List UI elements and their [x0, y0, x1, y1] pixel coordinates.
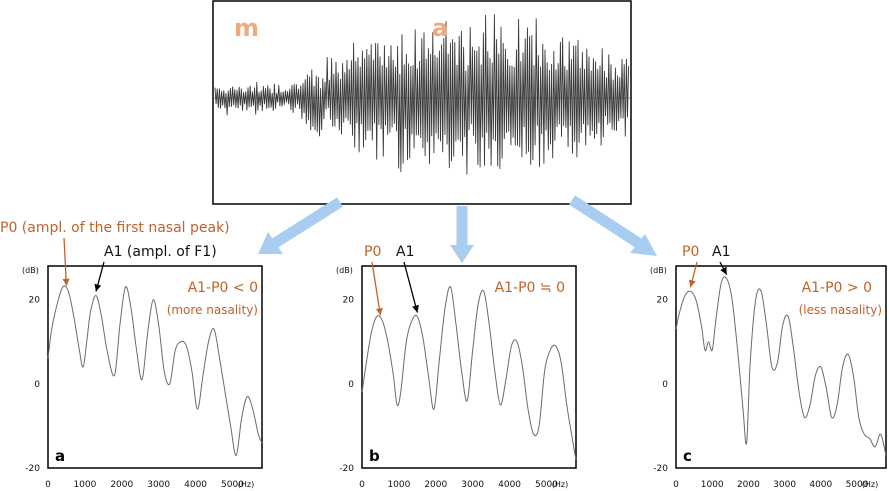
spectrum-line	[47, 285, 263, 456]
waveform-trace	[214, 14, 630, 175]
x-tick-label: 4000	[809, 480, 832, 490]
nasality-note: (more nasality)	[167, 303, 258, 317]
panel-label: a	[55, 447, 65, 465]
relation-label: A1-P0 > 0	[802, 280, 872, 296]
plot-frame	[361, 265, 577, 469]
a1-arrow	[719, 261, 728, 275]
nasality-note: (less nasality)	[799, 303, 882, 317]
x-tick-label: 0	[673, 480, 679, 490]
spectrum-panel-c: (dB) 20 0 -20 0 1000 2000 3000 4000 5000(Hz) c P0 A1…	[650, 244, 887, 490]
relation-label: A1-P0 < 0	[188, 280, 258, 296]
a1-arrow	[94, 261, 105, 292]
plot-frame	[47, 265, 263, 469]
y-tick-label: -20	[653, 464, 668, 474]
x-tick-label: 4000	[184, 480, 207, 490]
x-axis-unit: (Hz)	[552, 480, 568, 489]
x-tick-label: 2000	[424, 480, 447, 490]
y-tick-label: 20	[343, 296, 355, 306]
panel-label: b	[369, 447, 380, 465]
x-tick-label: 5000	[846, 480, 869, 490]
waveform-label-m: m	[234, 14, 259, 42]
p0-label: P0 (ampl. of the first nasal peak)	[0, 220, 230, 236]
arrow-to-panel-b	[450, 206, 474, 263]
x-tick-label: 2000	[737, 480, 760, 490]
a1-arrow	[403, 261, 419, 313]
y-tick-label: 0	[348, 380, 354, 390]
x-tick-label: 5000	[535, 480, 558, 490]
y-tick-label: -20	[339, 464, 354, 474]
x-tick-label: 2000	[110, 480, 133, 490]
waveform-label-a: a	[432, 14, 448, 42]
spectrum-panel-a: (dB) 20 0 -20 0 1000 2000 3000 4000 5000(Hz) a P0 (…	[0, 220, 263, 490]
y-tick-label: 20	[29, 296, 41, 306]
a1-label: A1	[712, 244, 730, 260]
y-tick-label: 20	[657, 296, 669, 306]
y-tick-label: 0	[662, 380, 668, 390]
x-tick-label: 1000	[73, 480, 96, 490]
x-axis-unit: (Hz)	[238, 480, 254, 489]
x-tick-label: 3000	[461, 480, 484, 490]
x-tick-label: 5000	[221, 480, 244, 490]
p0-arrow	[371, 261, 383, 316]
x-axis-unit: (Hz)	[862, 480, 878, 489]
p0-label: P0	[682, 244, 699, 260]
arrow-to-panel-a	[258, 197, 343, 254]
plot-frame	[675, 265, 887, 469]
x-tick-label: 4000	[498, 480, 521, 490]
a1-label: A1	[396, 244, 414, 260]
x-tick-label: 0	[45, 480, 51, 490]
y-tick-label: -20	[25, 464, 40, 474]
p0-arrow	[62, 237, 70, 286]
a1-label: A1 (ampl. of F1)	[104, 244, 217, 260]
spectrum-panel-b: (dB) 20 0 -20 0 1000 2000 3000 4000 5000(Hz) b P0 A1…	[336, 244, 577, 490]
x-tick-label: 3000	[147, 480, 170, 490]
waveform-panel: m a	[212, 0, 632, 205]
x-tick-label: 0	[359, 480, 365, 490]
p0-arrow	[688, 261, 698, 288]
spectrum-line	[675, 276, 887, 456]
x-tick-label: 1000	[701, 480, 724, 490]
y-axis-unit: (dB)	[650, 266, 667, 275]
y-axis-unit: (dB)	[22, 266, 39, 275]
p0-label: P0	[364, 244, 381, 260]
x-tick-label: 1000	[387, 480, 410, 490]
arrow-to-panel-c	[569, 195, 657, 256]
blue-arrows	[258, 195, 657, 263]
y-axis-unit: (dB)	[336, 266, 353, 275]
spectrum-panels: (dB)200-200 1000 2000 3000 4000 5000(Hz)aP0 (…	[0, 220, 887, 490]
relation-label: A1-P0 ≒ 0	[495, 280, 565, 296]
y-tick-label: 0	[34, 380, 40, 390]
x-tick-label: 3000	[773, 480, 796, 490]
spectrum-line	[361, 286, 577, 460]
panel-label: c	[683, 447, 692, 465]
